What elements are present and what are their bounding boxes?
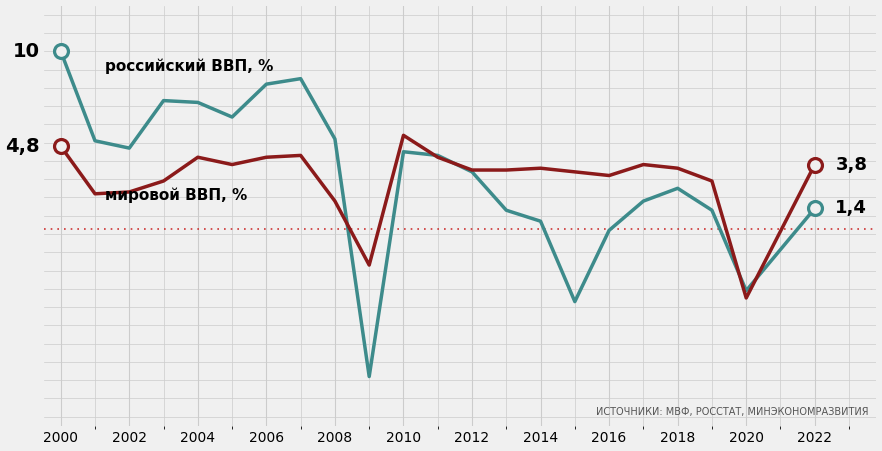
Text: 3,8: 3,8 — [835, 156, 867, 174]
Text: российский ВВП, %: российский ВВП, % — [105, 58, 273, 74]
Text: ИСТОЧНИКИ: МВФ, РОССТАТ, МИНЭКОНОМРАЗВИТИЯ: ИСТОЧНИКИ: МВФ, РОССТАТ, МИНЭКОНОМРАЗВИТ… — [595, 408, 868, 418]
Text: мировой ВВП, %: мировой ВВП, % — [105, 188, 248, 203]
Text: 4,8: 4,8 — [4, 137, 40, 156]
Text: 10: 10 — [12, 42, 40, 61]
Text: 1,4: 1,4 — [835, 199, 867, 217]
